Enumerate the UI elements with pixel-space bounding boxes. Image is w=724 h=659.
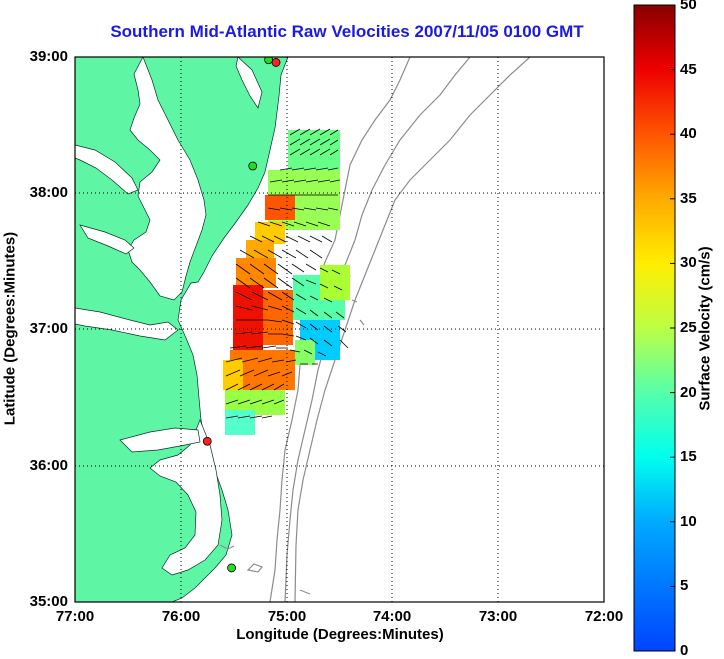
x-tick-75: 75:00 bbox=[267, 608, 307, 625]
y-tick-37: 37:00 bbox=[29, 320, 68, 337]
colorbar-tick-45: 45 bbox=[680, 61, 697, 78]
x-tick-73: 73:00 bbox=[478, 608, 518, 625]
station-marker-3 bbox=[202, 436, 212, 446]
colorbar-tick-10: 10 bbox=[680, 513, 697, 530]
x-tick-74: 74:00 bbox=[372, 608, 412, 625]
x-axis-label: Longitude (Degrees:Minutes) bbox=[236, 626, 444, 643]
colorbar-tick-30: 30 bbox=[680, 254, 697, 271]
albemarle-sound bbox=[119, 427, 201, 453]
y-tick-36: 36:00 bbox=[29, 457, 68, 474]
delaware-bay bbox=[235, 57, 263, 109]
colorbar-tick-40: 40 bbox=[680, 125, 697, 142]
grid-lines bbox=[75, 57, 604, 602]
velocity-arrows bbox=[225, 128, 349, 419]
colorbar-tick-20: 20 bbox=[680, 384, 697, 401]
james-river bbox=[75, 307, 179, 341]
station-marker-2 bbox=[248, 161, 258, 171]
colorbar-tick-0: 0 bbox=[680, 642, 689, 659]
y-tick-38: 38:00 bbox=[29, 184, 68, 201]
colorbar-tick-35: 35 bbox=[680, 190, 697, 207]
map-frame bbox=[74, 56, 605, 603]
y-tick-39: 39:00 bbox=[29, 48, 68, 65]
y-tick-35: 35:00 bbox=[29, 593, 68, 610]
map-area bbox=[75, 57, 604, 602]
pamlico-sound bbox=[149, 419, 223, 576]
colorbar-tick-15: 15 bbox=[680, 448, 697, 465]
colorbar-ticks bbox=[670, 4, 675, 652]
colorbar-tick-25: 25 bbox=[680, 319, 697, 336]
station-marker-1 bbox=[264, 57, 274, 65]
station-marker-4 bbox=[227, 563, 236, 573]
y-axis-label: Latitude (Degrees:Minutes) bbox=[1, 231, 19, 426]
chesapeake-bay bbox=[127, 57, 207, 301]
x-tick-77: 77:00 bbox=[55, 608, 95, 625]
colorbar-tick-50: 50 bbox=[680, 0, 697, 13]
x-tick-72: 72:00 bbox=[584, 608, 624, 625]
x-tick-76: 76:00 bbox=[161, 608, 201, 625]
map-title: Southern Mid-Atlantic Raw Velocities 200… bbox=[110, 22, 584, 41]
colorbar bbox=[633, 4, 676, 652]
potomac-river bbox=[75, 144, 139, 195]
rappahannock-river bbox=[79, 224, 135, 255]
colorbar-tick-5: 5 bbox=[680, 577, 689, 594]
station-markers bbox=[202, 57, 281, 573]
station-marker-0 bbox=[271, 58, 281, 67]
